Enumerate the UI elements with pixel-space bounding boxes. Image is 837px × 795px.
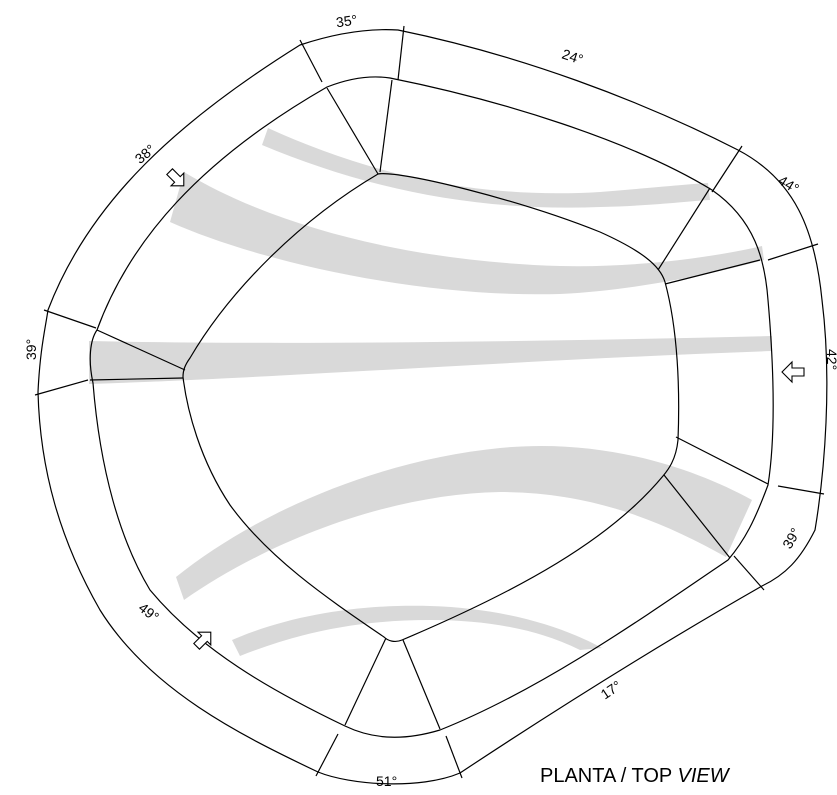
band-upper-wide	[170, 172, 764, 295]
band-middle	[89, 336, 772, 384]
divider-5	[675, 436, 769, 485]
middle-boundary	[89, 76, 774, 738]
angle-label-39-left: 39°	[23, 339, 39, 360]
inner-boundary	[182, 173, 680, 643]
angle-label-44: 44°	[776, 172, 802, 197]
tick-3	[711, 145, 743, 193]
tick-1	[299, 39, 323, 83]
arrow-lower-left-icon	[193, 631, 212, 650]
tick-5	[777, 485, 825, 495]
tick-7	[445, 735, 463, 779]
angle-label-51: 51°	[376, 773, 397, 789]
tick-8	[315, 733, 339, 777]
entrance-arrows	[166, 168, 805, 650]
tick-6	[733, 555, 765, 591]
angle-label-39-right: 39°	[779, 525, 803, 551]
band-top-thin	[262, 128, 710, 208]
divider-10	[96, 329, 186, 371]
tick-10	[43, 309, 97, 329]
divider-2	[379, 79, 393, 173]
circulation-bands	[89, 128, 772, 656]
caption-italic: VIEW	[677, 765, 730, 787]
divider-7	[402, 639, 441, 730]
arrow-right-icon	[781, 360, 805, 384]
angle-label-35: 35°	[335, 12, 358, 31]
divider-8	[344, 637, 387, 726]
dimension-ticks	[34, 25, 825, 779]
outer-boundary	[37, 29, 828, 785]
divider-9	[89, 377, 184, 381]
band-bottom-thin	[232, 605, 602, 656]
arrow-upper-left-icon	[166, 168, 185, 187]
angle-label-38: 38°	[132, 141, 159, 167]
angle-label-49: 49°	[136, 599, 163, 625]
tick-4	[767, 243, 819, 261]
angle-labels: 35° 24° 44° 38° 39° 39° 49° 51° 17° 42°	[23, 12, 837, 789]
band-lower-wide	[176, 445, 752, 600]
divider-3	[657, 187, 711, 271]
tick-2	[397, 25, 405, 81]
angle-label-42: 42°	[824, 349, 837, 370]
angle-label-24: 24°	[560, 46, 585, 68]
drawing-caption: PLANTA / TOP VIEW	[540, 765, 731, 787]
tick-9	[34, 379, 89, 396]
sector-dividers	[89, 79, 769, 730]
divider-1	[326, 87, 379, 175]
angle-label-17: 17°	[598, 677, 624, 702]
divider-4	[664, 259, 761, 285]
caption-main: PLANTA / TOP	[540, 765, 677, 787]
divider-6	[663, 474, 731, 559]
